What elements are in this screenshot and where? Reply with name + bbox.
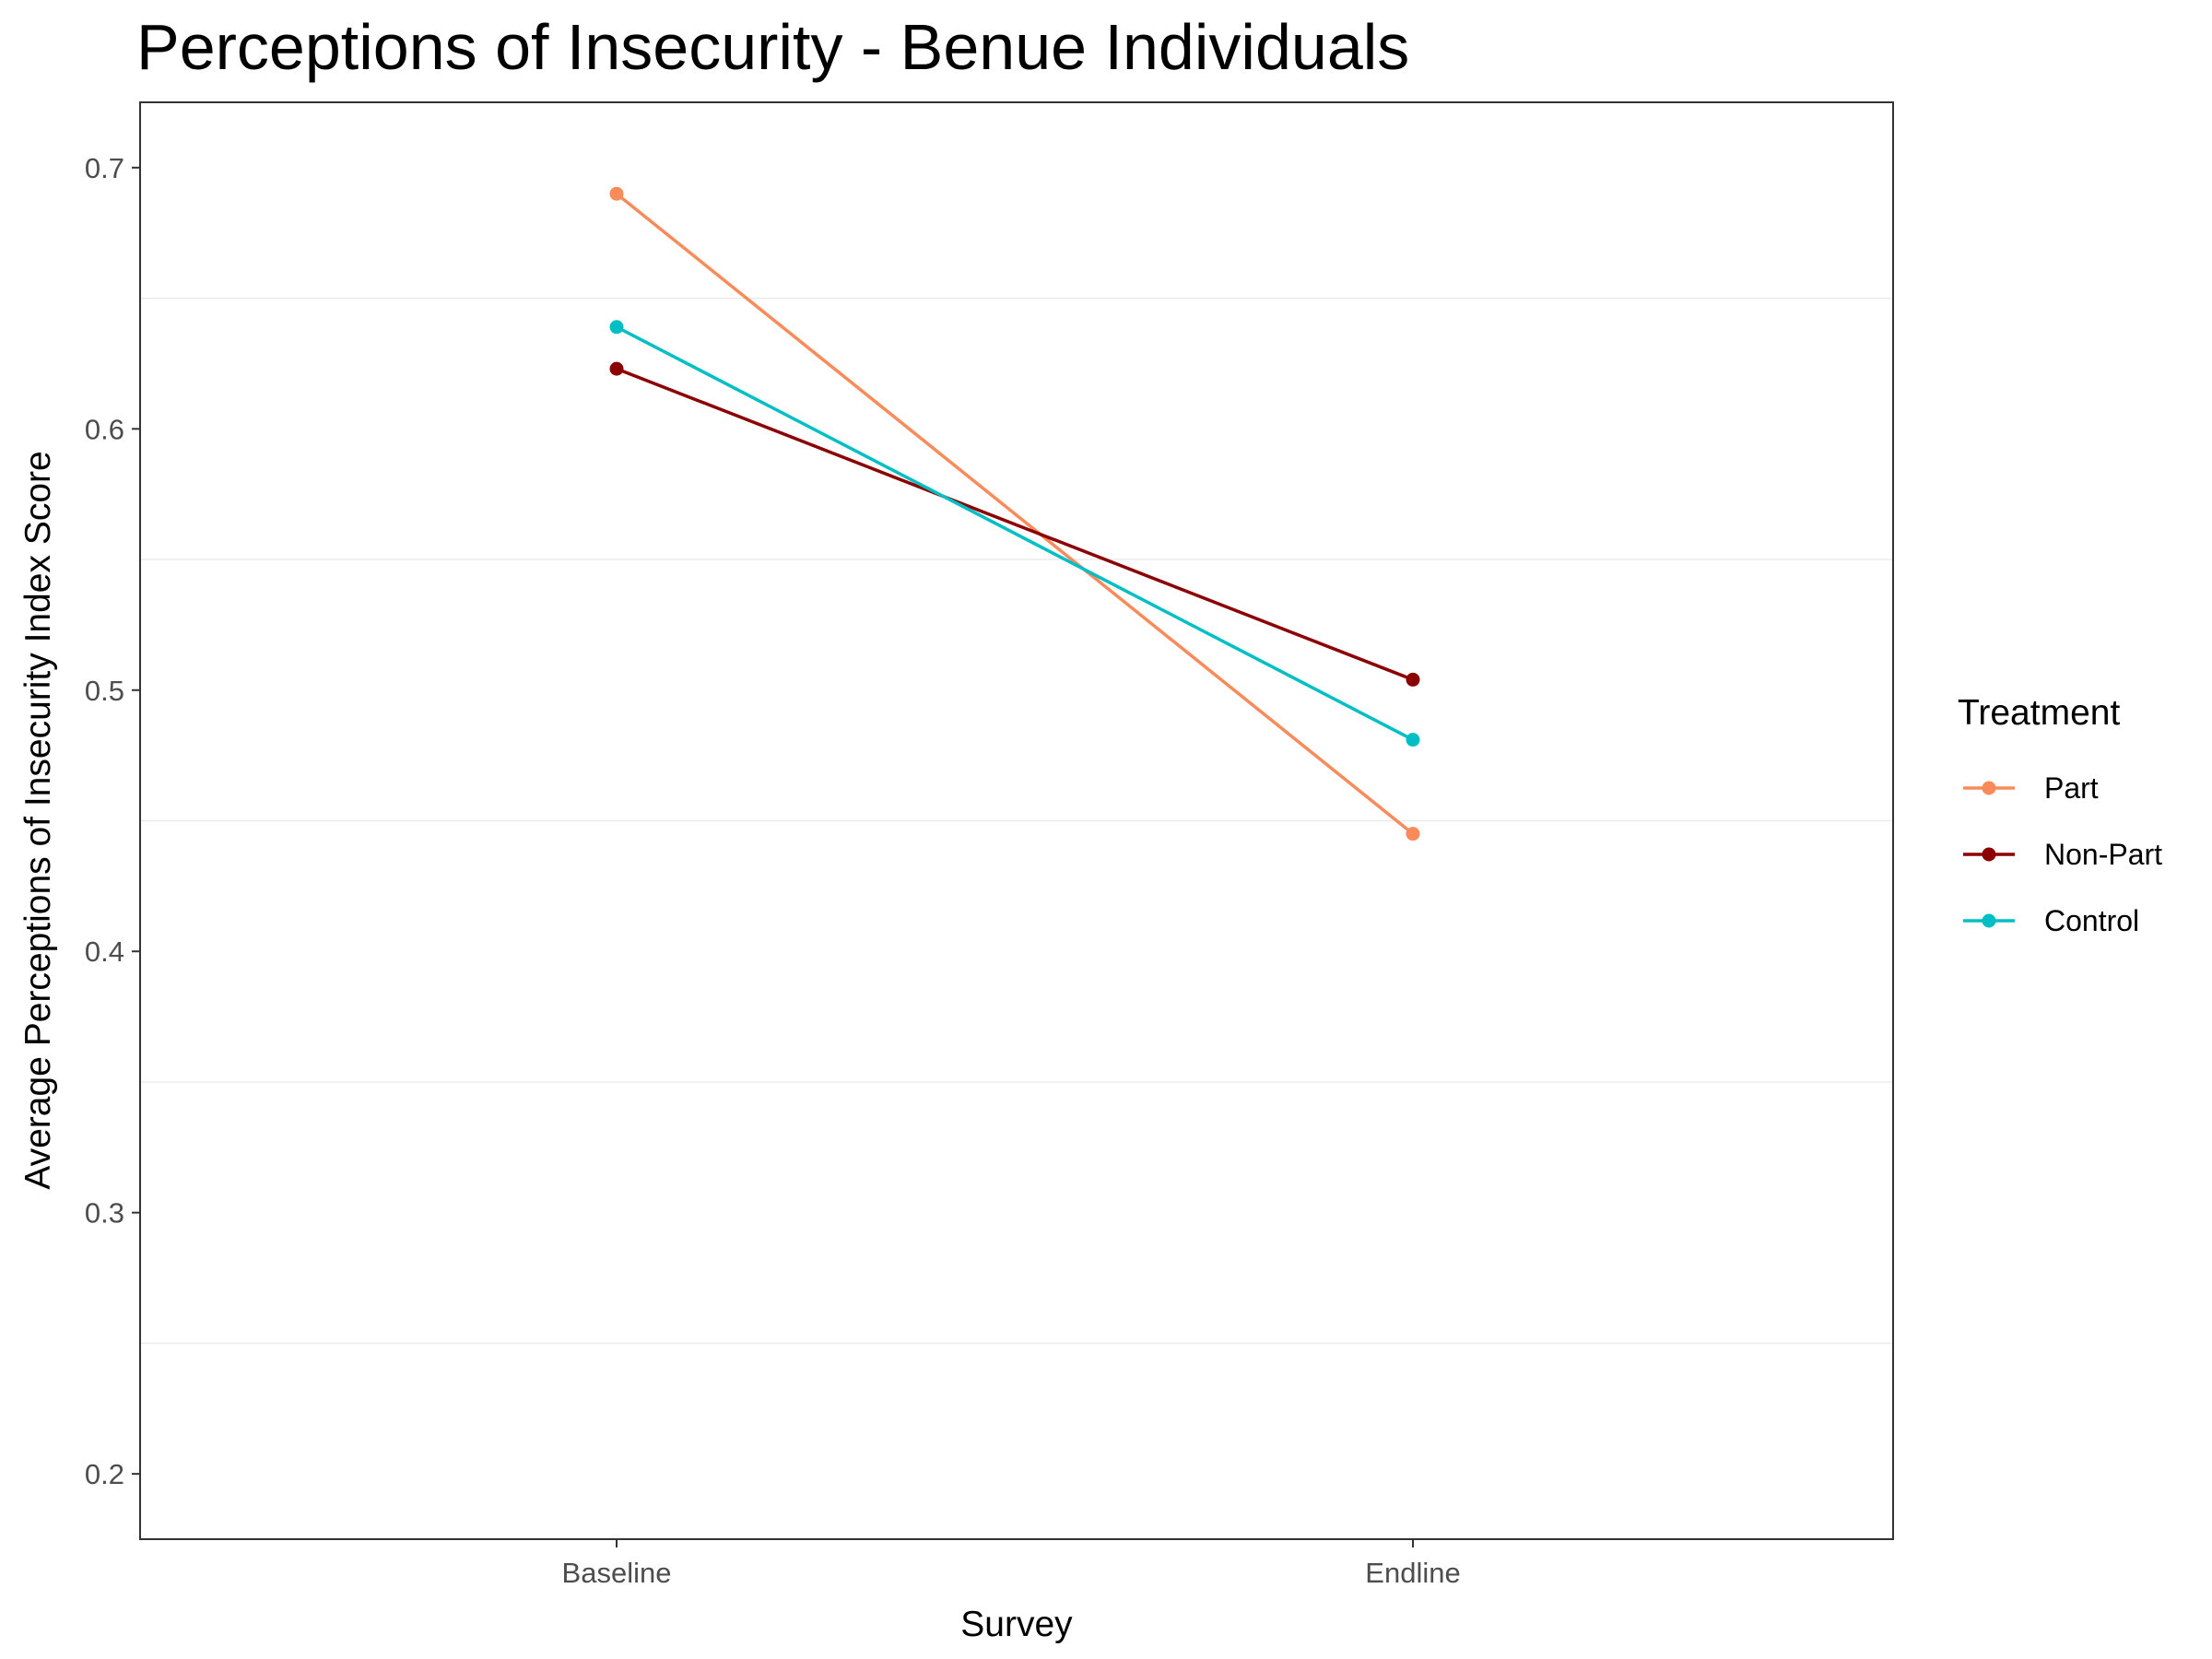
data-point xyxy=(1406,672,1420,687)
legend-key-point xyxy=(1982,781,1996,795)
legend: Treatment Part Non-Part Control xyxy=(1958,693,2162,937)
x-axis-title: Survey xyxy=(960,1605,1073,1644)
series-lines xyxy=(609,186,1420,841)
series-non-part xyxy=(609,361,1420,687)
legend-item: Part xyxy=(1963,771,2099,805)
legend-key-point xyxy=(1982,847,1996,862)
data-point xyxy=(1406,733,1420,747)
x-axis: Baseline Endline xyxy=(562,1539,1461,1589)
legend-label: Control xyxy=(2044,904,2139,937)
legend-key-point xyxy=(1982,913,1996,928)
series-part xyxy=(609,186,1420,841)
data-point xyxy=(609,320,624,335)
y-axis-title: Average Perceptions of Insecurity Index … xyxy=(18,451,58,1189)
legend-label: Part xyxy=(2044,771,2099,805)
y-axis: 0.2 0.3 0.4 0.5 0.6 0.7 xyxy=(85,152,140,1490)
data-point xyxy=(609,361,624,376)
plot-panel xyxy=(139,101,1894,1540)
series-control xyxy=(609,320,1420,747)
y-tick-label: 0.4 xyxy=(85,935,124,968)
data-point xyxy=(609,186,624,201)
chart-title: Perceptions of Insecurity - Benue Indivi… xyxy=(136,11,1409,83)
legend-item: Non-Part xyxy=(1963,838,2162,871)
x-tick-label: Endline xyxy=(1365,1557,1460,1589)
legend-label: Non-Part xyxy=(2044,838,2162,871)
y-tick-label: 0.6 xyxy=(85,413,124,445)
legend-title: Treatment xyxy=(1958,693,2120,733)
grid-lines xyxy=(140,297,1893,1345)
series-line xyxy=(616,367,1414,682)
y-tick-label: 0.2 xyxy=(85,1458,124,1490)
data-point xyxy=(1406,827,1420,841)
y-tick-label: 0.7 xyxy=(85,152,124,184)
y-tick-label: 0.3 xyxy=(85,1197,124,1230)
series-line xyxy=(615,192,1415,836)
series-line xyxy=(616,325,1414,742)
x-tick-label: Baseline xyxy=(562,1557,672,1589)
legend-item: Control xyxy=(1963,904,2139,937)
y-tick-label: 0.5 xyxy=(85,675,124,707)
